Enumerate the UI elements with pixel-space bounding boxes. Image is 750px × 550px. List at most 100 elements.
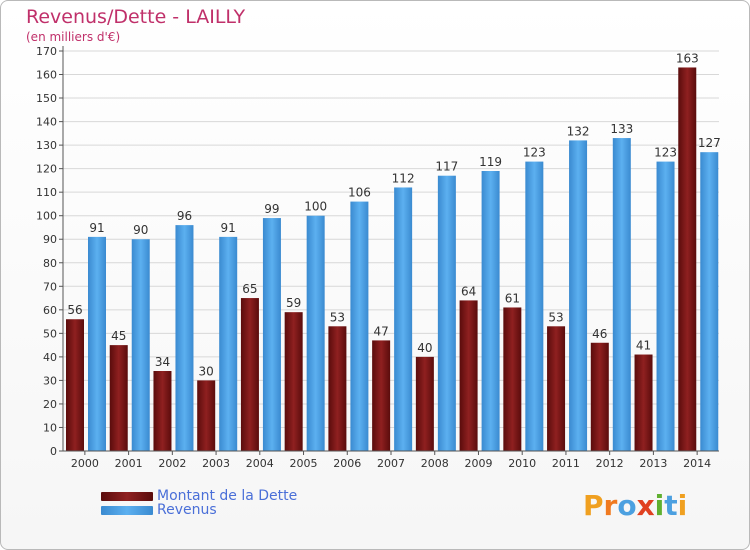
x-tick-label: 2013 — [639, 457, 667, 470]
data-label-revenus: 100 — [304, 200, 327, 214]
legend-swatch-revenus — [101, 505, 153, 515]
legend-item-debt: Montant de la Dette — [101, 488, 298, 504]
y-tick-label: 0 — [50, 445, 57, 458]
data-label-revenus: 123 — [523, 146, 546, 160]
y-tick-label: 120 — [36, 163, 57, 176]
y-tick-label: 150 — [36, 92, 57, 105]
x-tick-label: 2008 — [421, 457, 449, 470]
x-tick-label: 2005 — [290, 457, 318, 470]
bar-revenus — [700, 152, 719, 452]
chart-title: Revenus/Dette - LAILLY — [26, 6, 246, 28]
bar-revenus — [175, 225, 194, 451]
data-label-revenus: 132 — [567, 124, 590, 138]
labels-layer: 56 91 45 90 34 96 30 91 65 99 59 100 53 106 47 112 40 117… — [67, 51, 720, 378]
data-label-revenus: 91 — [89, 221, 104, 235]
data-label-revenus: 117 — [435, 160, 458, 174]
data-label-revenus: 99 — [264, 202, 279, 216]
bar-revenus — [394, 187, 413, 451]
bar-debt — [240, 298, 259, 451]
bar-revenus — [437, 175, 456, 452]
bar-revenus — [306, 215, 325, 451]
bar-revenus — [350, 201, 369, 451]
y-tick-label: 110 — [36, 186, 57, 199]
data-label-debt: 56 — [67, 303, 82, 317]
data-label-debt: 47 — [373, 324, 388, 338]
x-tick-label: 2003 — [202, 457, 230, 470]
data-label-debt: 53 — [330, 310, 345, 324]
bar-revenus — [88, 236, 106, 451]
y-tick-label: 170 — [36, 45, 57, 58]
data-label-revenus: 91 — [221, 221, 236, 235]
logo-letter: o — [617, 489, 637, 522]
y-tick-label: 50 — [43, 327, 57, 340]
data-label-revenus: 96 — [177, 209, 192, 223]
bar-debt — [109, 345, 128, 451]
bar-revenus — [219, 236, 238, 451]
data-label-debt: 64 — [461, 284, 476, 298]
x-tick-label: 2011 — [552, 457, 580, 470]
x-tick-label: 2006 — [333, 457, 361, 470]
data-label-debt: 30 — [199, 364, 214, 378]
bar-debt — [634, 354, 653, 451]
legend-item-revenus: Revenus — [101, 502, 217, 518]
data-label-revenus: 133 — [610, 122, 633, 136]
y-tick-label: 160 — [36, 69, 57, 82]
logo-letter: i — [654, 489, 665, 522]
y-tick-label: 140 — [36, 116, 57, 129]
data-label-debt: 61 — [505, 291, 520, 305]
bar-debt — [678, 67, 697, 452]
data-label-debt: 163 — [676, 51, 699, 65]
bars-layer — [66, 67, 719, 452]
data-label-debt: 59 — [286, 296, 301, 310]
x-tick-label: 2001 — [115, 457, 143, 470]
y-tick-label: 90 — [43, 233, 57, 246]
bar-debt — [153, 371, 172, 451]
y-tick-label: 80 — [43, 257, 57, 270]
proxiti-logo: Proxiti — [583, 489, 687, 522]
y-tick-label: 30 — [43, 374, 57, 387]
data-label-debt: 40 — [417, 341, 432, 355]
bar-debt — [503, 307, 522, 451]
bar-revenus — [262, 218, 281, 451]
data-label-revenus: 90 — [133, 223, 148, 237]
logo-letter: x — [636, 489, 655, 522]
bar-debt — [459, 300, 478, 451]
bar-revenus — [612, 138, 631, 451]
y-tick-label: 130 — [36, 139, 57, 152]
bar-debt — [197, 380, 216, 451]
bar-debt — [415, 356, 434, 451]
x-tick-label: 2004 — [246, 457, 274, 470]
bar-revenus — [656, 161, 675, 451]
data-label-debt: 65 — [242, 282, 257, 296]
y-tick-label: 10 — [43, 421, 57, 434]
logo-letter: i — [677, 489, 688, 522]
axis-layer: 0 10 20 30 40 50 60 70 80 90 100 110 120 130 140 150 160… — [36, 45, 719, 470]
x-tick-label: 2000 — [71, 457, 99, 470]
data-label-revenus: 127 — [698, 136, 721, 150]
x-tick-label: 2002 — [158, 457, 186, 470]
logo-letter: P — [583, 489, 604, 522]
logo-letter: t — [664, 489, 678, 522]
data-label-debt: 46 — [592, 327, 607, 341]
y-tick-label: 40 — [43, 351, 57, 364]
x-tick-label: 2009 — [464, 457, 492, 470]
chart-subtitle: (en milliers d'€) — [26, 30, 121, 44]
bar-debt — [372, 340, 391, 451]
data-label-revenus: 106 — [348, 186, 371, 200]
grid-layer — [63, 50, 719, 452]
data-label-revenus: 123 — [654, 146, 677, 160]
x-tick-label: 2012 — [596, 457, 624, 470]
legend-label-debt: Montant de la Dette — [157, 488, 298, 504]
bar-revenus — [481, 171, 500, 451]
logo-letter: r — [603, 489, 618, 522]
data-label-debt: 53 — [548, 310, 563, 324]
bar-revenus — [525, 161, 544, 451]
x-tick-label: 2007 — [377, 457, 405, 470]
legend-swatch-debt — [101, 491, 153, 501]
bar-revenus — [131, 239, 150, 451]
x-tick-label: 2010 — [508, 457, 536, 470]
y-tick-label: 20 — [43, 398, 57, 411]
data-label-revenus: 119 — [479, 155, 502, 169]
data-label-debt: 41 — [636, 339, 651, 353]
